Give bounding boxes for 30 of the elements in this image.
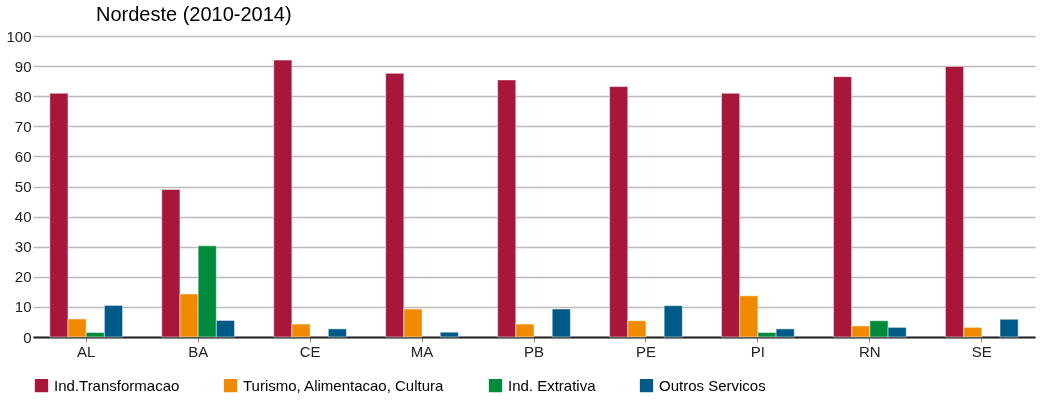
legend-label: Ind.Transformacao [54,376,180,394]
bar [663,305,683,338]
x-tick-label: PE [635,342,656,360]
y-tick-label: 10 [14,298,32,316]
x-tick-label: PB [523,342,545,360]
x-tick-label: BA [188,342,209,360]
x-tick-label: PI [750,342,765,360]
bar [439,331,459,338]
x-tick-label: SE [971,342,992,360]
legend-label: Outros Servicos [659,376,766,394]
y-tick-label: 30 [14,238,32,256]
chart-title: Nordeste (2010-2014) [95,3,292,25]
x-tick-label: AL [77,342,96,360]
y-tick-label: 50 [14,178,32,195]
bar [328,328,347,338]
y-tick-label: 20 [14,268,32,286]
legend-label: Ind. Extrativa [508,376,597,394]
x-tick-label: RN [859,342,881,360]
bar [999,318,1019,338]
y-tick-label: 40 [14,208,32,226]
x-tick-label: CE [299,342,321,360]
x-tick-label: MA [410,342,434,360]
y-tick-label: 0 [23,328,32,346]
y-tick-label: 70 [14,117,32,135]
legend-label: Turismo, Alimentacao, Cultura [243,376,445,394]
y-tick-label: 80 [14,87,32,105]
y-tick-label: 90 [14,57,32,75]
bar [551,308,571,338]
y-tick-label: 100 [6,27,32,45]
y-tick-label: 60 [14,147,32,165]
